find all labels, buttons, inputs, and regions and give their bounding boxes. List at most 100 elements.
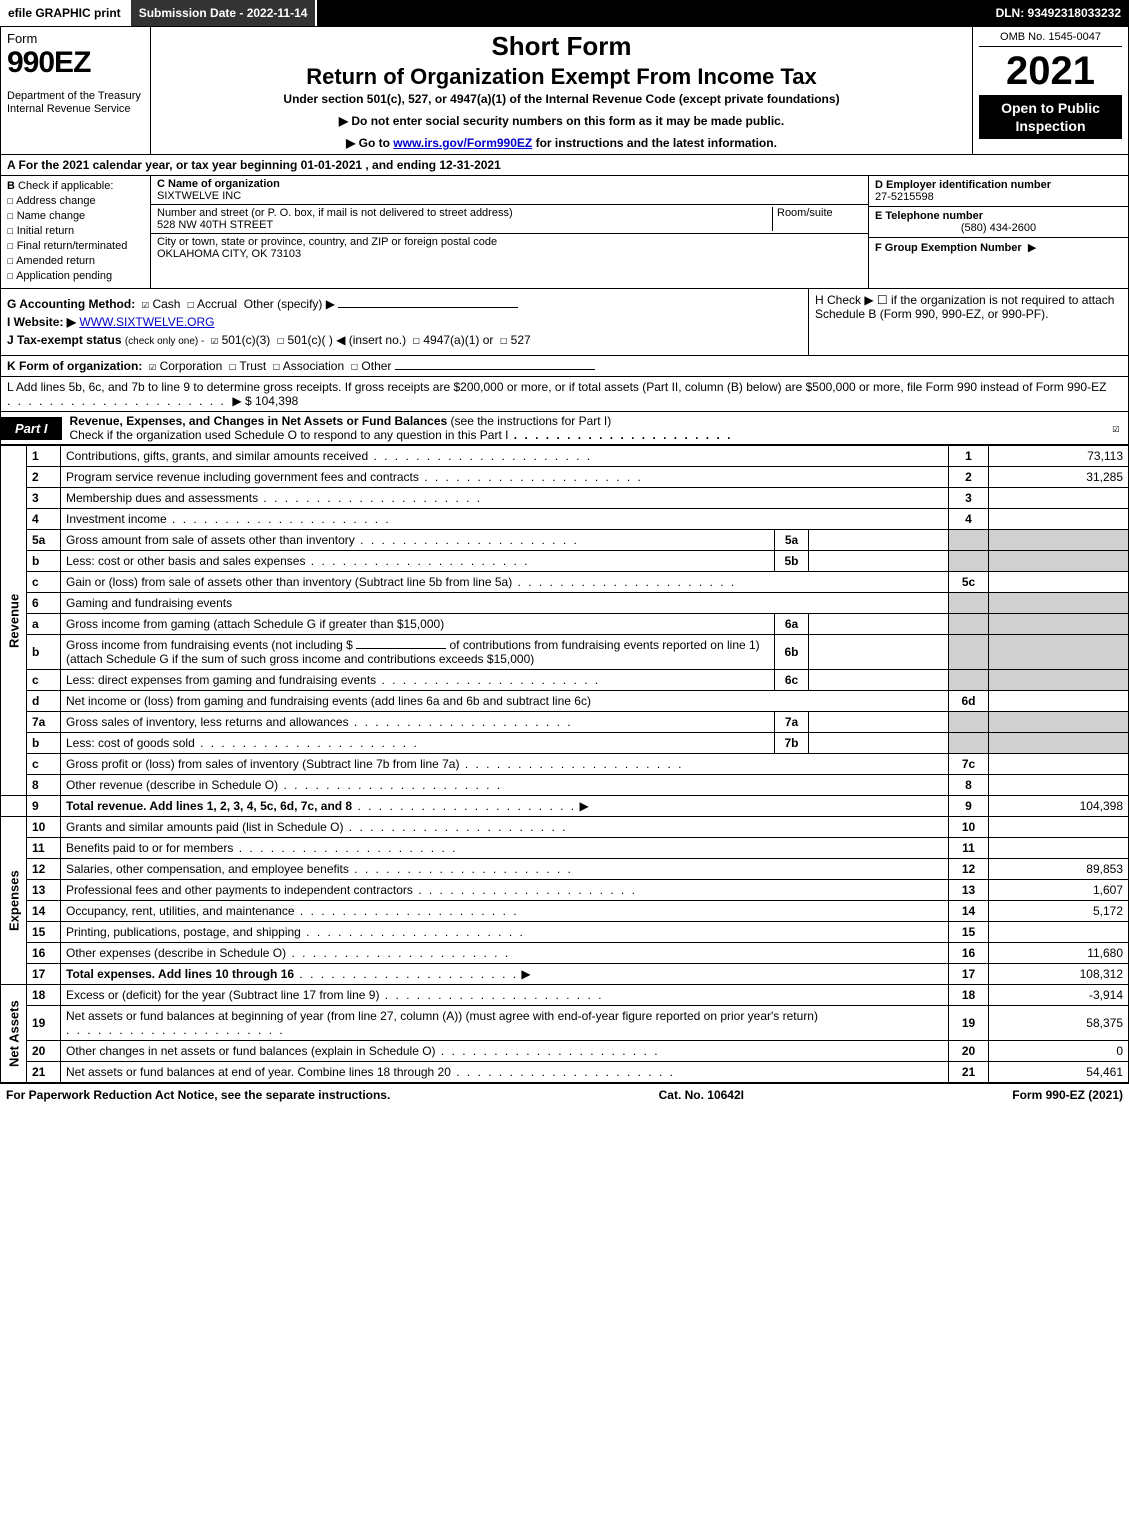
val-2: 31,285 [989,467,1129,488]
chk-trust[interactable]: ☐ [229,359,236,373]
table-row: 21 Net assets or fund balances at end of… [1,1062,1129,1083]
chk-corporation[interactable]: ☑ [149,359,156,373]
val-17: 108,312 [989,964,1129,985]
chk-initial-return[interactable]: ☐ Initial return [7,224,144,237]
val-13: 1,607 [989,880,1129,901]
org-name: SIXTWELVE INC [157,190,862,202]
dln-label: DLN: 93492318033232 [988,0,1129,26]
chk-501c3[interactable]: ☑ [211,333,218,347]
chk-4947[interactable]: ☐ [413,333,420,347]
c-street-label: Number and street (or P. O. box, if mail… [157,207,772,219]
chk-final-return[interactable]: ☐ Final return/terminated [7,239,144,252]
part-i-table: Revenue 1 Contributions, gifts, grants, … [0,445,1129,1083]
chk-application-pending[interactable]: ☐ Application pending [7,269,144,282]
page-footer: For Paperwork Reduction Act Notice, see … [0,1083,1129,1106]
table-row: 3 Membership dues and assessments 3 [1,488,1129,509]
table-row: 16 Other expenses (describe in Schedule … [1,943,1129,964]
footer-right: Form 990-EZ (2021) [1012,1088,1123,1102]
table-row: b Less: cost of goods sold 7b [1,733,1129,754]
chk-527[interactable]: ☐ [500,333,507,347]
table-row: 9 Total revenue. Add lines 1, 2, 3, 4, 5… [1,796,1129,817]
val-1: 73,113 [989,446,1129,467]
footer-left: For Paperwork Reduction Act Notice, see … [6,1088,390,1102]
org-street: 528 NW 40TH STREET [157,219,772,231]
revenue-side-label: Revenue [1,446,27,796]
chk-association[interactable]: ☐ [273,359,280,373]
chk-other[interactable]: ☐ [351,359,358,373]
footer-mid: Cat. No. 10642I [659,1088,744,1102]
form-header-left: Form 990EZ Department of the Treasury In… [1,27,151,154]
d-ein-value: 27-5215598 [875,191,1122,203]
section-b-label: B [7,180,15,192]
note-goto-suffix: for instructions and the latest informat… [536,136,777,150]
netassets-side-label: Net Assets [1,985,27,1083]
other-org-line [395,369,595,370]
part-i-header: Part I Revenue, Expenses, and Changes in… [0,412,1129,445]
chk-cash[interactable]: ☑ [142,297,149,311]
table-row: 14 Occupancy, rent, utilities, and maint… [1,901,1129,922]
table-row: c Less: direct expenses from gaming and … [1,670,1129,691]
table-row: 15 Printing, publications, postage, and … [1,922,1129,943]
table-row: 4 Investment income 4 [1,509,1129,530]
omb-number: OMB No. 1545-0047 [979,31,1122,47]
department-label: Department of the Treasury Internal Reve… [7,90,144,116]
chk-501c[interactable]: ☐ [277,333,284,347]
check-if-applicable: Check if applicable: [18,180,113,192]
chk-amended-return[interactable]: ☐ Amended return [7,254,144,267]
section-i: I Website: ▶ WWW.SIXTWELVE.ORG [7,315,802,329]
d-ein-label: D Employer identification number [875,179,1122,191]
e-phone-label: E Telephone number [875,210,1122,222]
section-k: K Form of organization: ☑ Corporation ☐ … [0,356,1129,377]
org-city: OKLAHOMA CITY, OK 73103 [157,248,862,260]
chk-address-change[interactable]: ☐ Address change [7,194,144,207]
chk-name-change[interactable]: ☐ Name change [7,209,144,222]
c-city-label: City or town, state or province, country… [157,236,862,248]
val-19: 58,375 [989,1006,1129,1041]
table-row: 11 Benefits paid to or for members 11 [1,838,1129,859]
table-row: d Net income or (loss) from gaming and f… [1,691,1129,712]
table-row: 7a Gross sales of inventory, less return… [1,712,1129,733]
chk-accrual[interactable]: ☐ [187,297,194,311]
section-j: J Tax-exempt status (check only one) - ☑… [7,333,802,347]
table-row: Revenue 1 Contributions, gifts, grants, … [1,446,1129,467]
other-specify-line [338,307,518,308]
table-row: 5a Gross amount from sale of assets othe… [1,530,1129,551]
note-goto: ▶ Go to www.irs.gov/Form990EZ for instru… [159,136,964,150]
note-goto-prefix: ▶ Go to [346,136,393,150]
efile-print-label[interactable]: efile GRAPHIC print [0,0,131,26]
form-number: 990EZ [7,46,144,80]
table-row: 12 Salaries, other compensation, and emp… [1,859,1129,880]
table-row: c Gain or (loss) from sale of assets oth… [1,572,1129,593]
form-header: Form 990EZ Department of the Treasury In… [0,26,1129,155]
form-word: Form [7,31,144,46]
line-a: A For the 2021 calendar year, or tax yea… [0,155,1129,176]
table-row: 13 Professional fees and other payments … [1,880,1129,901]
table-row: 6 Gaming and fundraising events [1,593,1129,614]
l-amount: $ 104,398 [245,394,298,408]
section-g: G Accounting Method: ☑ Cash ☐ Accrual Ot… [7,297,802,311]
val-16: 11,680 [989,943,1129,964]
open-public-badge: Open to Public Inspection [979,95,1122,139]
f-group-label: F Group Exemption Number [875,242,1022,254]
f-arrow-icon: ▶ [1028,242,1036,254]
form-header-right: OMB No. 1545-0047 2021 Open to Public In… [973,27,1128,154]
table-row: 17 Total expenses. Add lines 10 through … [1,964,1129,985]
table-row: Expenses 10 Grants and similar amounts p… [1,817,1129,838]
tax-year: 2021 [979,51,1122,91]
irs-link[interactable]: www.irs.gov/Form990EZ [393,136,532,150]
short-form-title: Short Form [159,31,964,62]
section-b: B Check if applicable: ☐ Address change … [1,176,151,288]
section-ghij: G Accounting Method: ☑ Cash ☐ Accrual Ot… [0,289,1129,356]
section-gij: G Accounting Method: ☑ Cash ☐ Accrual Ot… [1,289,808,355]
section-bcdef: B Check if applicable: ☐ Address change … [0,176,1129,289]
room-suite-label: Room/suite [772,207,862,231]
part-i-check[interactable]: ☑ [1104,421,1128,435]
table-row: b Less: cost or other basis and sales ex… [1,551,1129,572]
val-9: 104,398 [989,796,1129,817]
website-link[interactable]: WWW.SIXTWELVE.ORG [79,315,214,329]
table-row: a Gross income from gaming (attach Sched… [1,614,1129,635]
part-i-title: Revenue, Expenses, and Changes in Net As… [62,412,1104,444]
table-row: 19 Net assets or fund balances at beginn… [1,1006,1129,1041]
table-row: Net Assets 18 Excess or (deficit) for th… [1,985,1129,1006]
section-h: H Check ▶ ☐ if the organization is not r… [808,289,1128,355]
